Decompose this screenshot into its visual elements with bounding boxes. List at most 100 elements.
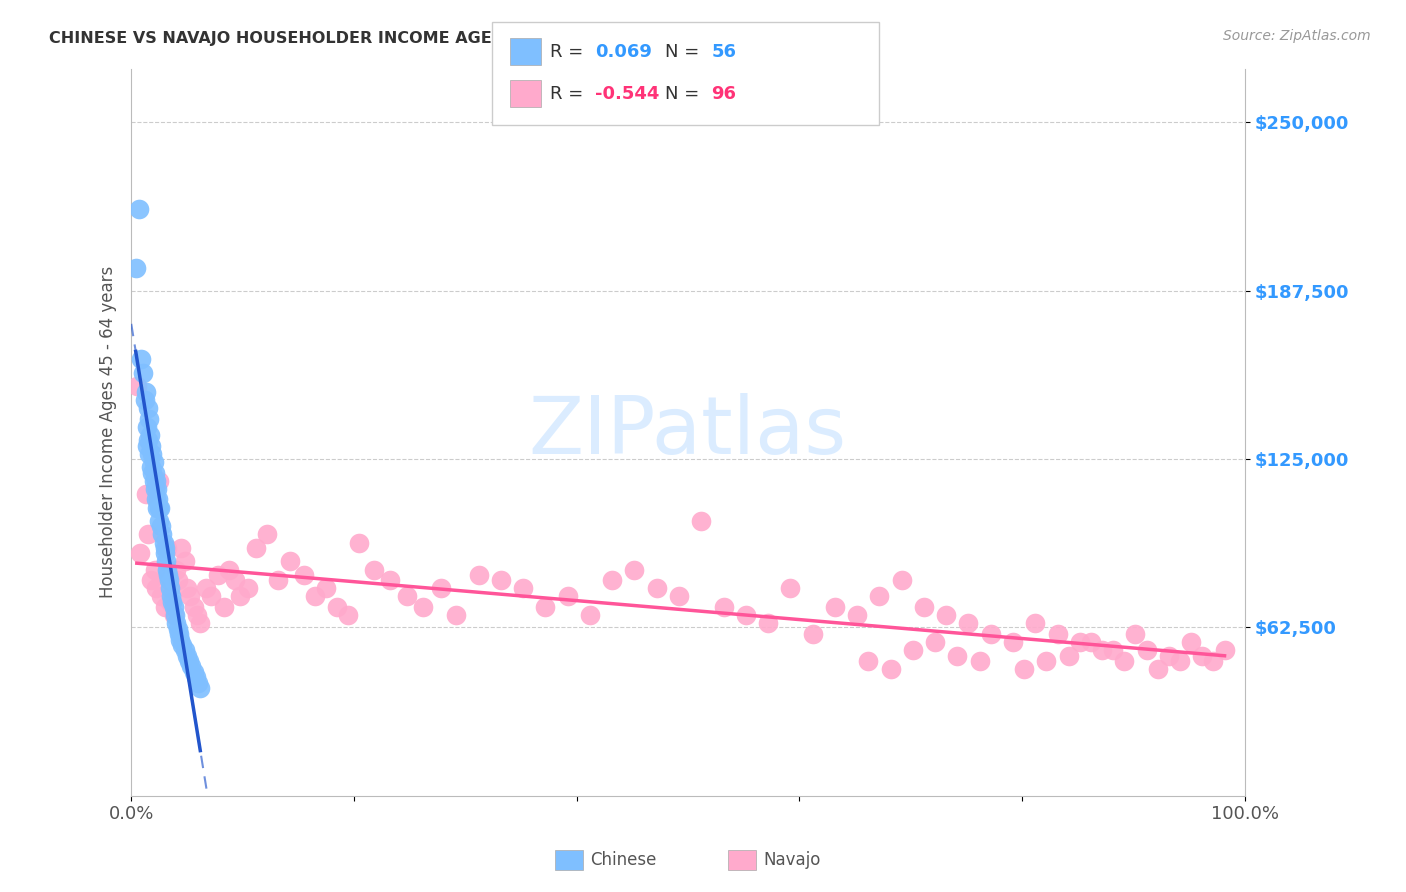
Point: [292, 567, 315, 582]
Point: [148, 514, 170, 528]
Point: [159, 595, 181, 609]
Point: [134, 392, 156, 407]
Point: [1046, 627, 1069, 641]
Point: [148, 474, 170, 488]
Point: [136, 434, 159, 448]
Point: [935, 608, 957, 623]
Point: [668, 590, 690, 604]
Point: [901, 643, 924, 657]
Point: [145, 582, 167, 596]
Text: Source: ZipAtlas.com: Source: ZipAtlas.com: [1223, 29, 1371, 43]
Point: [713, 600, 735, 615]
Point: [212, 600, 235, 615]
Point: [153, 546, 176, 560]
Point: [801, 627, 824, 641]
Point: [132, 366, 155, 380]
Point: [142, 455, 165, 469]
Point: [194, 582, 217, 596]
Point: [146, 482, 169, 496]
Point: [512, 582, 534, 596]
Point: [623, 562, 645, 576]
Point: [156, 541, 179, 555]
Point: [489, 574, 512, 588]
Point: [139, 427, 162, 442]
Point: [890, 574, 912, 588]
Point: [141, 447, 163, 461]
Point: [396, 590, 419, 604]
Point: [1057, 648, 1080, 663]
Point: [125, 260, 148, 275]
Point: [256, 527, 278, 541]
Point: [858, 654, 880, 668]
Point: [1180, 635, 1202, 649]
Point: [946, 648, 969, 663]
Point: [1202, 654, 1225, 668]
Point: [152, 535, 174, 549]
Point: [378, 574, 401, 588]
Point: [315, 582, 337, 596]
Point: [1157, 648, 1180, 663]
Point: [170, 541, 193, 555]
Point: [236, 582, 259, 596]
Point: [229, 590, 252, 604]
Point: [645, 582, 668, 596]
Point: [188, 616, 211, 631]
Point: [156, 567, 179, 582]
Point: [125, 379, 148, 393]
Point: [969, 654, 991, 668]
Text: CHINESE VS NAVAJO HOUSEHOLDER INCOME AGES 45 - 64 YEARS CORRELATION CHART: CHINESE VS NAVAJO HOUSEHOLDER INCOME AGE…: [49, 31, 834, 46]
Point: [1213, 643, 1236, 657]
Point: [1024, 616, 1046, 631]
Point: [156, 562, 179, 576]
Text: Chinese: Chinese: [591, 851, 657, 869]
Point: [141, 574, 163, 588]
Point: [1168, 654, 1191, 668]
Point: [146, 492, 169, 507]
Point: [200, 590, 222, 604]
Point: [153, 600, 176, 615]
Point: [148, 500, 170, 515]
Point: [224, 574, 246, 588]
Point: [245, 541, 267, 555]
Point: [600, 574, 623, 588]
Point: [165, 616, 187, 631]
Point: [1146, 662, 1168, 676]
Point: [1080, 635, 1102, 649]
Text: R =: R =: [550, 85, 589, 103]
Point: [179, 590, 201, 604]
Point: [207, 567, 229, 582]
Point: [557, 590, 579, 604]
Point: [267, 574, 290, 588]
Point: [1102, 643, 1125, 657]
Point: [142, 474, 165, 488]
Point: [186, 608, 208, 623]
Point: [446, 608, 468, 623]
Point: [412, 600, 434, 615]
Point: [187, 675, 209, 690]
Point: [143, 562, 166, 576]
Point: [176, 648, 198, 663]
Point: [349, 535, 371, 549]
Point: [179, 654, 201, 668]
Point: [136, 401, 159, 415]
Point: [363, 562, 385, 576]
Point: [980, 627, 1002, 641]
Point: [138, 447, 160, 461]
Text: 0.069: 0.069: [595, 43, 651, 61]
Point: [162, 595, 184, 609]
Point: [128, 202, 150, 216]
Point: [138, 411, 160, 425]
Point: [173, 643, 195, 657]
Point: [169, 632, 191, 647]
Point: [218, 562, 240, 576]
Text: N =: N =: [665, 85, 704, 103]
Point: [1136, 643, 1159, 657]
Point: [152, 527, 174, 541]
Point: [155, 554, 177, 568]
Point: [162, 600, 184, 615]
Point: [734, 608, 756, 623]
Point: [167, 627, 190, 641]
Point: [184, 670, 207, 684]
Point: [304, 590, 326, 604]
Text: N =: N =: [665, 43, 704, 61]
